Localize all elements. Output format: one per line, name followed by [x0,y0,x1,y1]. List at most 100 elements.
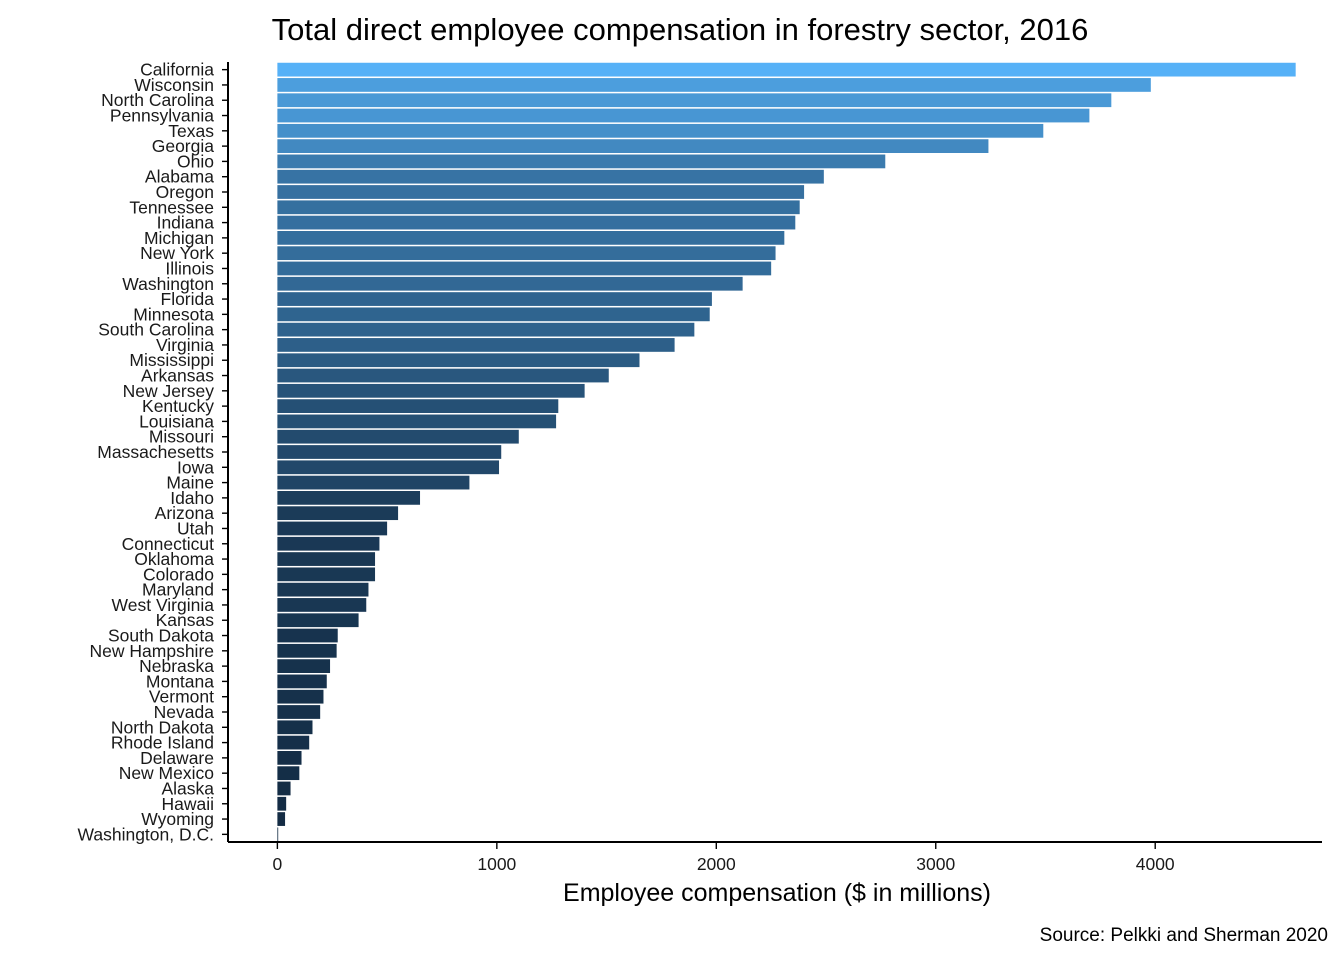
y-tick-label-pennsylvania: Pennsylvania [110,106,214,126]
y-tick-label-ohio: Ohio [177,151,214,171]
y-tick-label-massachesetts: Massachesetts [97,442,214,462]
chart-caption: Source: Pelkki and Sherman 2020 [1040,925,1328,946]
bar-south-carolina [277,322,695,337]
bar-washington [277,276,743,291]
bar-wyoming [277,812,286,826]
x-tick-label: 4000 [1136,854,1175,874]
bar-michigan [277,231,785,245]
x-axis-ticks: 0 1000 2000 3000 4000 [273,842,1175,874]
y-tick-label-oregon: Oregon [156,182,214,202]
y-tick-label-arkansas: Arkansas [141,366,214,386]
y-tick-label-utah: Utah [177,518,214,538]
bar-new-hampshire [277,643,337,658]
bar-delaware [277,751,302,765]
bar-wisconsin [277,78,1151,92]
y-tick-label-south-dakota: South Dakota [108,626,214,646]
y-tick-label-washington: Washington [122,274,214,294]
y-tick-label-missouri: Missouri [149,427,214,447]
bar-colorado [277,567,376,582]
bar-florida [277,292,712,306]
y-tick-label-louisiana: Louisiana [139,411,214,431]
bar-georgia [277,139,989,153]
bar-alaska [277,781,291,796]
bar-maryland [277,582,369,597]
bar-massachesetts [277,445,502,459]
y-tick-label-rhode-island: Rhode Island [111,733,214,753]
bar-new-mexico [277,766,300,781]
y-tick-label-illinois: Illinois [165,258,214,278]
y-tick-label-alaska: Alaska [161,778,214,798]
y-tick-label-oklahoma: Oklahoma [134,549,214,569]
bar-vermont [277,689,324,704]
bar-kentucky [277,399,559,413]
y-tick-label-iowa: Iowa [177,457,214,477]
bar-new-york [277,246,776,261]
y-tick-label-kentucky: Kentucky [142,396,214,416]
bar-virginia [277,338,675,352]
y-tick-label-maryland: Maryland [142,580,214,600]
bar-indiana [277,215,796,230]
bar-utah [277,521,388,536]
y-tick-label-michigan: Michigan [144,228,214,248]
y-tick-label-minnesota: Minnesota [133,304,214,324]
bar-ohio [277,154,886,169]
y-tick-label-washington-d-c: Washington, D.C. [78,824,215,844]
y-tick-label-new-hampshire: New Hampshire [90,641,214,661]
bar-montana [277,674,327,689]
y-tick-label-wisconsin: Wisconsin [134,75,214,95]
y-tick-label-north-carolina: North Carolina [101,90,214,110]
y-tick-label-hawaii: Hawaii [161,794,214,814]
bar-illinois [277,261,772,276]
bar-rhode-island [277,735,310,750]
bar-north-carolina [277,93,1112,108]
y-tick-label-california: California [140,60,214,80]
bar-tennessee [277,200,800,215]
y-tick-label-texas: Texas [168,121,214,141]
bar-mississippi [277,353,640,368]
x-tick-label: 3000 [916,854,955,874]
bar-missouri [277,429,519,444]
y-tick-label-north-dakota: North Dakota [111,717,214,737]
bar-california [277,62,1296,77]
x-tick-label: 1000 [477,854,516,874]
bar-maine [277,475,470,490]
y-tick-label-connecticut: Connecticut [122,534,215,554]
x-axis-title: Employee compensation ($ in millions) [563,879,991,907]
y-tick-label-wyoming: Wyoming [141,809,214,829]
bar-washington-d-c [277,827,279,842]
bar-alabama [277,169,824,184]
y-tick-label-virginia: Virginia [156,335,214,355]
bar-kansas [277,613,359,628]
y-tick-label-new-york: New York [140,243,214,263]
y-tick-label-tennessee: Tennessee [129,197,214,217]
bar-nebraska [277,659,331,673]
bar-arkansas [277,368,609,383]
bar-texas [277,123,1044,138]
bar-oklahoma [277,552,376,566]
bar-nevada [277,705,321,719]
y-tick-label-mississippi: Mississippi [129,350,214,370]
bar-idaho [277,491,421,505]
y-tick-label-vermont: Vermont [149,687,214,707]
y-tick-label-florida: Florida [161,289,215,309]
y-tick-label-south-carolina: South Carolina [98,320,214,340]
bar-west-virginia [277,598,367,612]
y-tick-label-west-virginia: West Virginia [112,595,215,615]
bar-new-jersey [277,383,585,398]
y-tick-label-maine: Maine [166,473,214,493]
bar-north-dakota [277,720,313,735]
y-tick-label-nevada: Nevada [154,702,215,722]
y-tick-label-delaware: Delaware [140,748,214,768]
x-tick-label: 0 [273,854,283,874]
y-tick-label-new-mexico: New Mexico [119,763,214,783]
y-tick-label-new-jersey: New Jersey [123,381,215,401]
y-tick-label-indiana: Indiana [157,213,215,233]
bar-south-dakota [277,628,338,643]
y-tick-label-kansas: Kansas [156,610,215,630]
y-tick-label-nebraska: Nebraska [139,656,214,676]
y-tick-label-idaho: Idaho [170,488,214,508]
bar-oregon [277,185,805,199]
